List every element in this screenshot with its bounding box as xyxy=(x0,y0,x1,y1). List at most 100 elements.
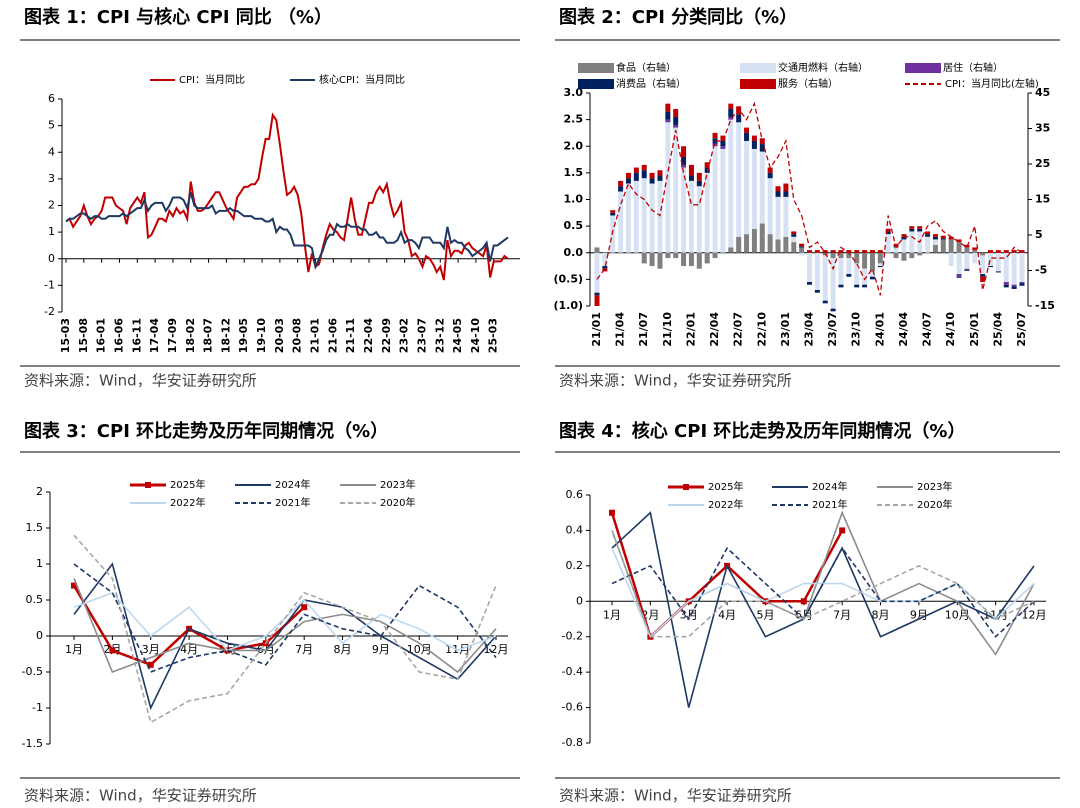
y-tick-label: 2 xyxy=(48,199,55,212)
bar-segment xyxy=(783,196,789,237)
x-tick-label: 23-12 xyxy=(433,318,446,353)
y-tick-label: 6 xyxy=(48,92,55,105)
bar-segment xyxy=(720,148,726,253)
bar-segment xyxy=(594,252,600,293)
x-tick-label: 1月 xyxy=(65,643,83,656)
bar-segment xyxy=(712,143,718,147)
legend-label: 2020年 xyxy=(917,498,952,511)
bar-segment xyxy=(657,252,663,269)
bar-segment xyxy=(822,300,828,304)
bar-segment xyxy=(720,146,726,149)
bar-segment xyxy=(814,290,820,293)
y-tick-label: 2.0 xyxy=(564,139,584,152)
bar-segment xyxy=(830,308,836,312)
bar-segment xyxy=(988,252,994,267)
x-tick-label: 22/07 xyxy=(732,312,745,347)
bar-segment xyxy=(1011,250,1017,253)
bar-segment xyxy=(909,231,915,253)
bar-segment xyxy=(704,252,710,264)
bar-segment xyxy=(917,226,923,229)
bar-segment xyxy=(862,268,868,285)
bar-segment xyxy=(736,106,742,115)
bar-segment xyxy=(783,183,789,192)
bar-segment xyxy=(862,284,868,288)
bar-segment xyxy=(1011,286,1017,289)
legend-label: 交通用燃料（右轴） xyxy=(778,61,868,74)
legend-label: 2025年 xyxy=(170,478,205,491)
bar-segment xyxy=(1003,282,1009,285)
legend-label: 居住（右轴） xyxy=(943,61,1003,74)
bar-segment xyxy=(696,172,702,181)
bar-segment xyxy=(854,263,860,285)
series-line xyxy=(596,101,1023,296)
x-tick-label: 4月 xyxy=(180,643,198,656)
bar-segment xyxy=(862,252,868,269)
x-tick-label: 1月 xyxy=(603,608,621,621)
bar-segment xyxy=(822,255,828,301)
x-tick-label: 21-01 xyxy=(309,318,322,353)
x-tick-label: 9月 xyxy=(910,608,928,621)
bar-segment xyxy=(838,284,844,288)
legend-label: CPI：当月同比(左轴) xyxy=(945,77,1039,90)
x-tick-label: 20-03 xyxy=(273,318,286,353)
series-line xyxy=(611,530,1035,638)
bar-segment xyxy=(751,135,757,141)
x-tick-label: 24-10 xyxy=(469,318,482,354)
bar-segment xyxy=(932,236,938,240)
bar-segment xyxy=(610,212,616,216)
x-tick-label: 22/01 xyxy=(684,312,697,347)
x-tick-label: 9月 xyxy=(372,643,390,656)
bar-segment xyxy=(869,252,875,272)
chart-title: 图表 3：CPI 环比走势及历年同期情况（%） xyxy=(24,420,388,442)
bar-segment xyxy=(830,250,836,253)
bar-segment xyxy=(972,252,978,264)
source: 资料来源：Wind，华安证券研究所 xyxy=(24,787,257,805)
bar-segment xyxy=(673,252,679,259)
bar-segment xyxy=(625,172,631,179)
legend-label: 2022年 xyxy=(170,496,205,509)
legend-marker xyxy=(145,482,151,488)
bar-segment xyxy=(594,247,600,253)
legend-label: 2021年 xyxy=(275,496,310,509)
bar-segment xyxy=(838,250,844,253)
bar-segment xyxy=(909,252,915,259)
bar-segment xyxy=(862,250,868,253)
bar-segment xyxy=(956,252,962,275)
legend-label: 食品（右轴） xyxy=(616,61,676,74)
bar-segment xyxy=(932,244,938,253)
legend-label: 2021年 xyxy=(812,498,847,511)
bar-segment xyxy=(783,236,789,253)
bar-segment xyxy=(673,108,679,117)
bar-segment xyxy=(909,228,915,232)
x-tick-label: 7月 xyxy=(833,608,851,621)
bar-segment xyxy=(988,266,994,268)
bar-segment xyxy=(791,234,797,237)
x-tick-label: 25/07 xyxy=(1015,312,1028,347)
bar-segment xyxy=(956,242,962,253)
legend-label: 核心CPI：当月同比 xyxy=(319,73,405,86)
bar-segment xyxy=(649,178,655,184)
x-tick-label: 23/07 xyxy=(826,312,839,347)
bar-segment xyxy=(641,252,647,264)
x-tick-label: 22-09 xyxy=(380,318,393,353)
bar-segment xyxy=(751,140,757,149)
bar-segment xyxy=(625,178,631,184)
bar-segment xyxy=(665,122,671,253)
y-tick-label: 3.0 xyxy=(564,86,584,99)
source: 资料来源：Wind，华安证券研究所 xyxy=(559,372,792,390)
bar-segment xyxy=(736,236,742,253)
bar-segment xyxy=(791,231,797,235)
bar-segment xyxy=(822,250,828,253)
bar-segment xyxy=(649,172,655,179)
x-tick-label: 21/07 xyxy=(637,312,650,347)
bar-segment xyxy=(681,167,687,253)
bar-segment xyxy=(775,191,781,197)
legend-label: 服务（右轴） xyxy=(778,77,838,90)
bar-segment xyxy=(909,226,915,229)
bar-segment xyxy=(854,250,860,253)
bar-segment xyxy=(736,122,742,237)
chart-title: 图表 2：CPI 分类同比（%） xyxy=(559,6,797,28)
bar-segment xyxy=(728,103,734,109)
bar-segment xyxy=(673,124,679,128)
bar-segment xyxy=(807,252,812,283)
